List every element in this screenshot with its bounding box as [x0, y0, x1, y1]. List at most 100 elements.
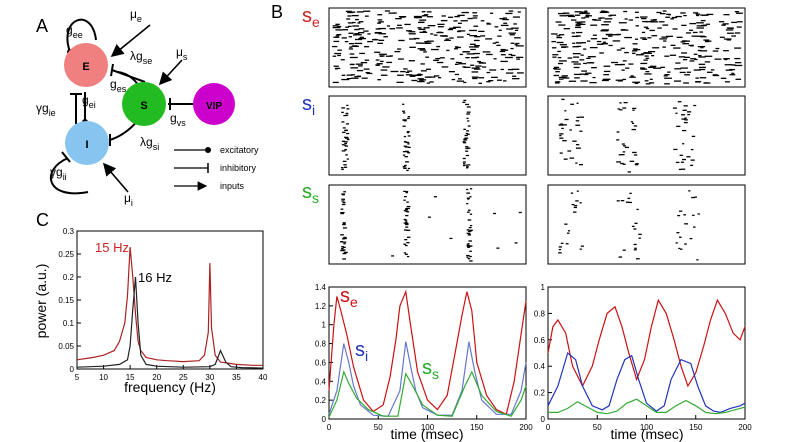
y-tick-label: 0.6: [315, 358, 327, 367]
y-tick-label: 0.05: [58, 342, 74, 351]
series-line-0: [76, 247, 263, 366]
trace-label-se: se: [340, 285, 358, 310]
x-tick-label: 40: [259, 373, 268, 382]
x-tick-label: 50: [374, 423, 383, 432]
x-tick-label: 20: [152, 373, 161, 382]
y-tick-label: 0.1: [63, 319, 75, 328]
svg-text:E: E: [82, 61, 89, 73]
legend-inhibitory: inhibitory: [220, 163, 257, 173]
y-tick-label: 1.2: [315, 302, 327, 311]
svg-text:S: S: [140, 100, 147, 112]
x-tick-label: 100: [640, 423, 654, 432]
x-tick-label: 150: [470, 423, 484, 432]
raster-ss-left: [328, 184, 527, 265]
svg-text:I: I: [85, 139, 88, 151]
self-loop-e: [66, 18, 97, 53]
node-s: S: [122, 82, 166, 126]
x-tick-label: 100: [421, 423, 435, 432]
x-tick-label: 10: [99, 373, 108, 382]
label-ggie: γgie: [36, 101, 56, 118]
legend-inputs: inputs: [220, 181, 245, 191]
xlabel-b-left: time (msec): [390, 426, 463, 442]
y-tick-label: 0.8: [534, 309, 546, 318]
x-tick-label: 25: [179, 373, 188, 382]
y-tick-label: 0.2: [63, 273, 75, 282]
svg-text:ss: ss: [302, 181, 319, 206]
trace-axes-left: 0 50 100 150 200 0 0.2 0.4 0.6 0.8 1 1.2 1.4: [315, 283, 533, 432]
raster-label-si: si: [302, 93, 315, 118]
raster-si-right: [547, 95, 746, 176]
x-tick-label: 200: [738, 423, 752, 432]
input-arrow-s: [158, 59, 183, 86]
svg-text:se: se: [302, 5, 320, 30]
input-arrow-i: [102, 162, 129, 193]
panel-b: B se si ss 0 50 100 150 200 0 0.2 0.4 0.6 0.8 1 1.2…: [271, 2, 752, 442]
svg-text:se: se: [340, 285, 358, 310]
svg-text:si: si: [302, 93, 315, 118]
y-tick-label: 0: [541, 415, 546, 424]
spectrum-annotation-15hz: 15 Hz: [95, 240, 129, 255]
legend-excitatory: excitatory: [220, 145, 259, 155]
self-loop-i: [50, 157, 89, 195]
series-line-ss: [548, 398, 746, 415]
edge-labels: gee μe λgse μs ges gei γgie gvs λgsi γgi…: [36, 7, 188, 208]
raster-se-right: [547, 7, 746, 88]
label-gvs: gvs: [170, 111, 186, 128]
panel-b-label: B: [271, 2, 283, 22]
y-tick-label: 1: [322, 321, 327, 330]
raster-se-left: [328, 7, 527, 88]
series-line-se: [328, 289, 527, 416]
panel-c: C 5 10 15 20 25 30 35 4000.050.10.150.20.250.3 …: [33, 210, 268, 395]
label-mue: μe: [130, 7, 142, 24]
panel-c-label: C: [36, 210, 49, 230]
input-arrow-e: [110, 24, 151, 58]
y-tick-label: 0.3: [63, 227, 75, 236]
x-tick-label: 30: [205, 373, 214, 382]
y-tick-label: 0.8: [315, 340, 327, 349]
y-tick-label: 0.15: [58, 296, 74, 305]
x-tick-label: 35: [232, 373, 241, 382]
y-tick-label: 0.2: [534, 389, 546, 398]
panel-a: A E S I: [36, 7, 259, 208]
y-tick-label: 0.2: [315, 396, 327, 405]
xlabel-b-right: time (msec): [610, 426, 683, 442]
series-line-ss: [328, 370, 527, 418]
node-vip: VIP: [193, 83, 235, 125]
raster-label-se: se: [302, 5, 320, 30]
label-ggii: γgii: [50, 165, 67, 182]
label-lgse: λgse: [130, 49, 152, 66]
raster-label-ss: ss: [302, 181, 319, 206]
svg-text:si: si: [355, 339, 368, 364]
label-mui: μi: [124, 191, 133, 208]
trace-axes-right: 0 50 100 150 200 0 0.2 0.4 0.6 0.8 1: [534, 283, 752, 432]
y-tick-label: 0: [70, 365, 75, 374]
x-tick-label: 15: [126, 373, 135, 382]
svg-text:ss: ss: [422, 357, 439, 382]
x-tick-label: 50: [593, 423, 602, 432]
connection-legend: excitatory inhibitory inputs: [174, 145, 259, 191]
spectrum-annotation-16hz: 16 Hz: [138, 270, 172, 285]
raster-ss-right: [547, 184, 746, 265]
series-line-1: [76, 276, 264, 369]
label-gei: gei: [82, 93, 96, 110]
trace-label-si: si: [355, 339, 368, 364]
label-mus: μs: [176, 45, 188, 62]
panel-a-label: A: [36, 16, 48, 36]
y-tick-label: 0.4: [315, 377, 327, 386]
y-tick-label: 0: [322, 415, 327, 424]
spectrum-axes: 5 10 15 20 25 30 35 40 0 0.05 0.1 0.15 0.2 0.25 0.3: [58, 227, 268, 382]
x-tick-label: 5: [75, 373, 80, 382]
series-line-se: [547, 298, 746, 388]
svg-text:VIP: VIP: [206, 101, 222, 112]
series-line-si: [547, 351, 746, 414]
y-tick-label: 1.4: [315, 283, 327, 292]
raster-si-left: [328, 95, 527, 176]
y-tick-label: 0.6: [534, 336, 546, 345]
trace-label-ss: ss: [422, 357, 439, 382]
x-tick-label: 0: [546, 423, 551, 432]
x-tick-label: 0: [327, 423, 332, 432]
spectrum-ylabel: power (a.u.): [33, 264, 49, 339]
label-lgsi: λgsi: [140, 135, 159, 152]
spectrum-xlabel: frequency (Hz): [124, 379, 216, 395]
